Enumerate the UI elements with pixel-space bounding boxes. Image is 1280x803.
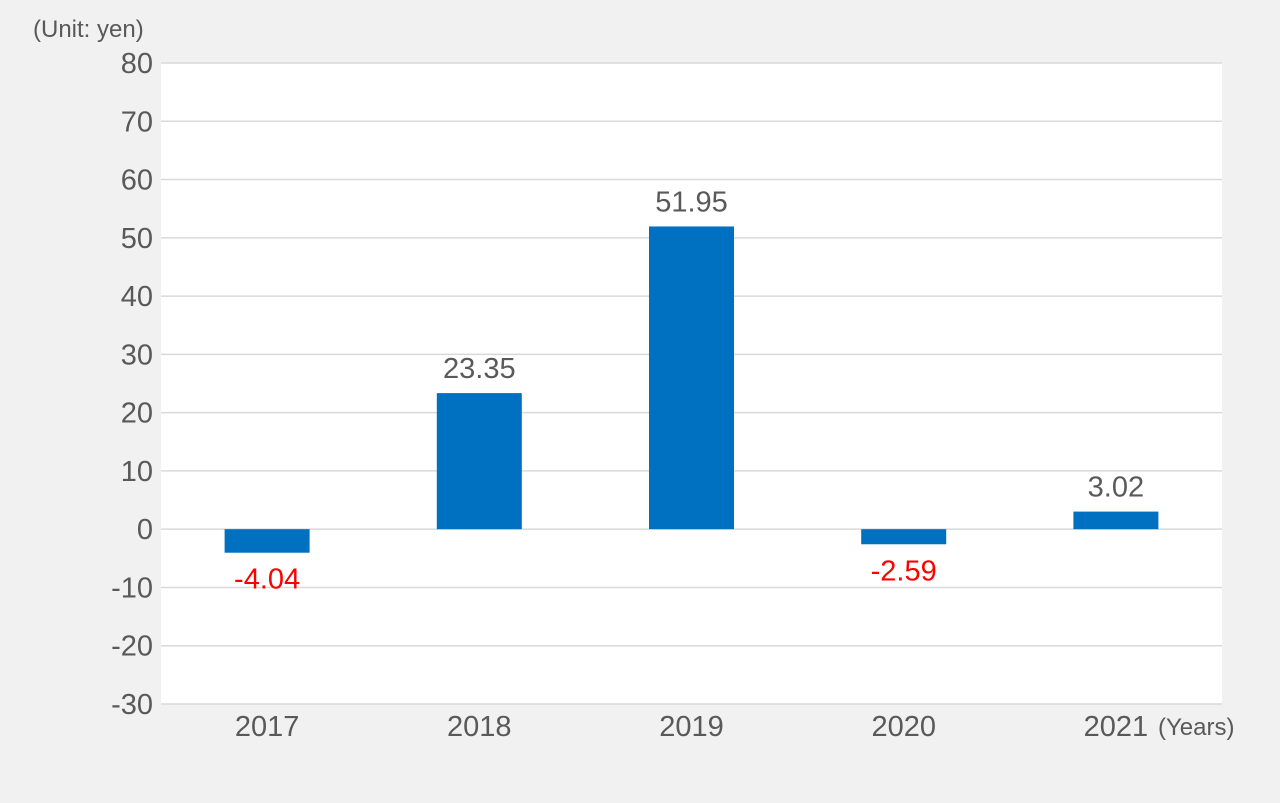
bar [1073,511,1159,530]
bar [649,226,734,530]
y-tick-label: -10 [111,572,153,604]
bar [224,529,310,553]
bar [436,393,522,530]
gridlines [161,62,1222,705]
data-label: 23.35 [443,353,516,385]
x-tick-label: 2018 [447,711,512,743]
y-tick-label: 80 [121,48,153,80]
y-axis-unit-label: (Unit: yen) [33,16,144,43]
y-tick-label: -20 [111,631,153,663]
data-label: -2.59 [871,555,937,587]
y-tick-label: 20 [121,398,153,430]
x-tick-label: 2020 [871,711,936,743]
data-label: 51.95 [655,186,728,218]
bar [861,529,947,545]
data-label: 3.02 [1088,472,1144,504]
y-tick-label: 10 [121,456,153,488]
bars [224,226,1159,553]
y-tick-label: 30 [121,339,153,371]
y-tick-label: 60 [121,165,153,197]
x-tick-label: 2017 [235,711,300,743]
x-tick-label: 2019 [659,711,724,743]
y-tick-label: 0 [137,514,153,546]
data-label: -4.04 [234,564,300,596]
y-axis-ticks: 80 70 60 50 40 30 20 10 0 -10 -20 -30 [111,48,153,721]
y-tick-label: 70 [121,106,153,138]
y-tick-label: 50 [121,223,153,255]
x-axis-ticks: 2017 2018 2019 2020 2021 [235,711,1148,743]
x-axis-unit-label: (Years) [1158,714,1234,741]
y-tick-label: 40 [121,281,153,313]
data-labels: -4.04 23.35 51.95 -2.59 3.02 [234,186,1144,595]
y-tick-label: -30 [111,689,153,721]
x-tick-label: 2021 [1084,711,1149,743]
